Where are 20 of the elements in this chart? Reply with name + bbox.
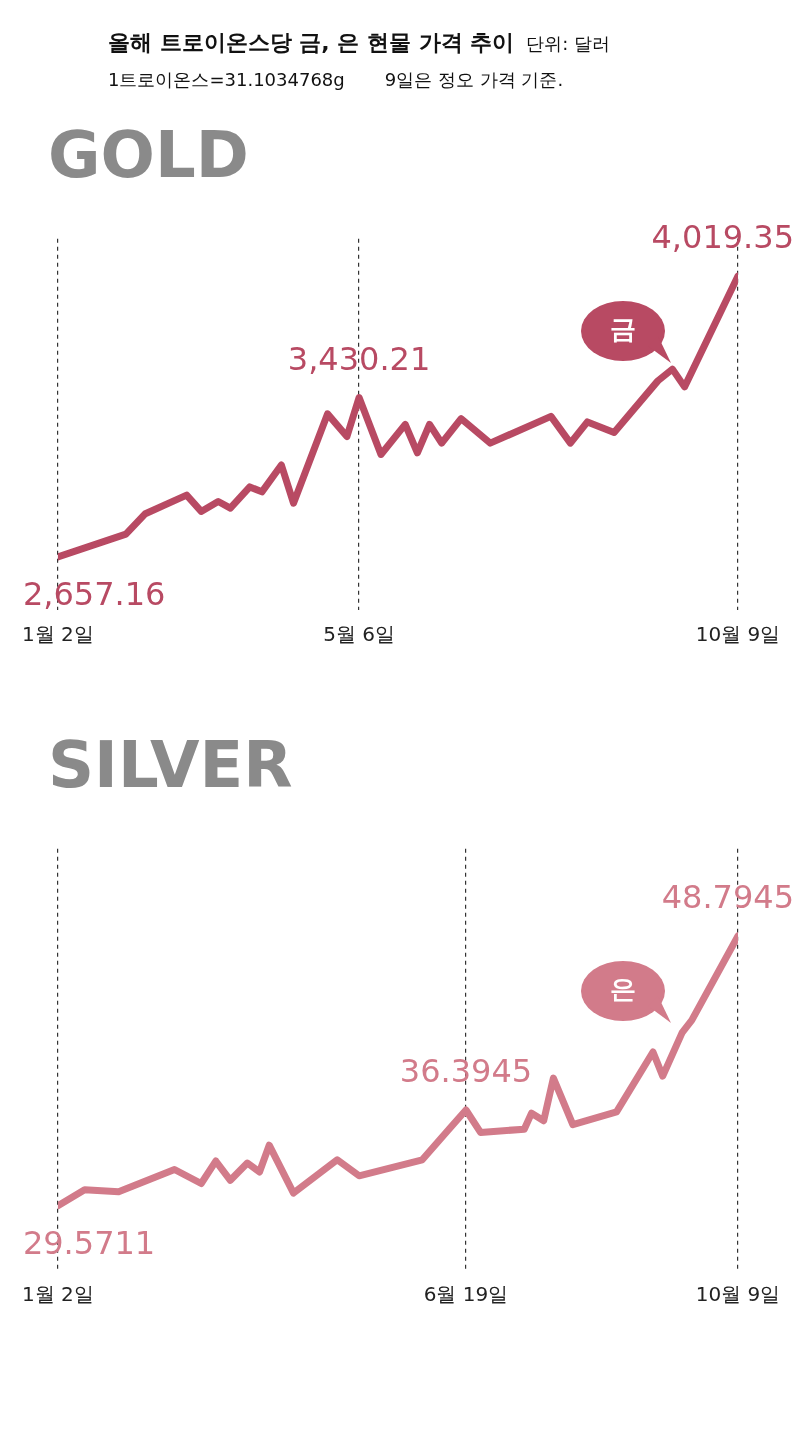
x-tick-label: 1월 2일 [22, 622, 94, 647]
data-label: 4,019.35 [651, 218, 794, 257]
data-label: 2,657.16 [22, 575, 166, 614]
chart-subtitle: 올해 트로이온스당 금, 은 현물 가격 추이 [108, 30, 515, 55]
x-tick-label: 10월 9일 [695, 1282, 781, 1307]
data-label: 29.5711 [22, 1224, 156, 1263]
text: 단위: 달러 [526, 33, 611, 54]
chart-title: GOLD [48, 118, 249, 193]
data-label: 36.3945 [399, 1052, 533, 1091]
chart-title: SILVER [48, 728, 293, 803]
data-label: 3,430.21 [287, 339, 431, 378]
x-tick-label: 5월 6일 [323, 622, 395, 647]
series-label: 은 [610, 973, 636, 1004]
x-tick-label: 1월 2일 [22, 1282, 94, 1307]
x-tick-label: 10월 9일 [695, 622, 781, 647]
data-label: 48.7945 [661, 878, 794, 917]
x-tick-label: 6월 19일 [423, 1282, 509, 1307]
text: 1트로이온스=31.1034768g [108, 69, 345, 90]
series-label: 금 [610, 313, 636, 344]
text: 9일은 정오 가격 기준. [384, 69, 564, 90]
